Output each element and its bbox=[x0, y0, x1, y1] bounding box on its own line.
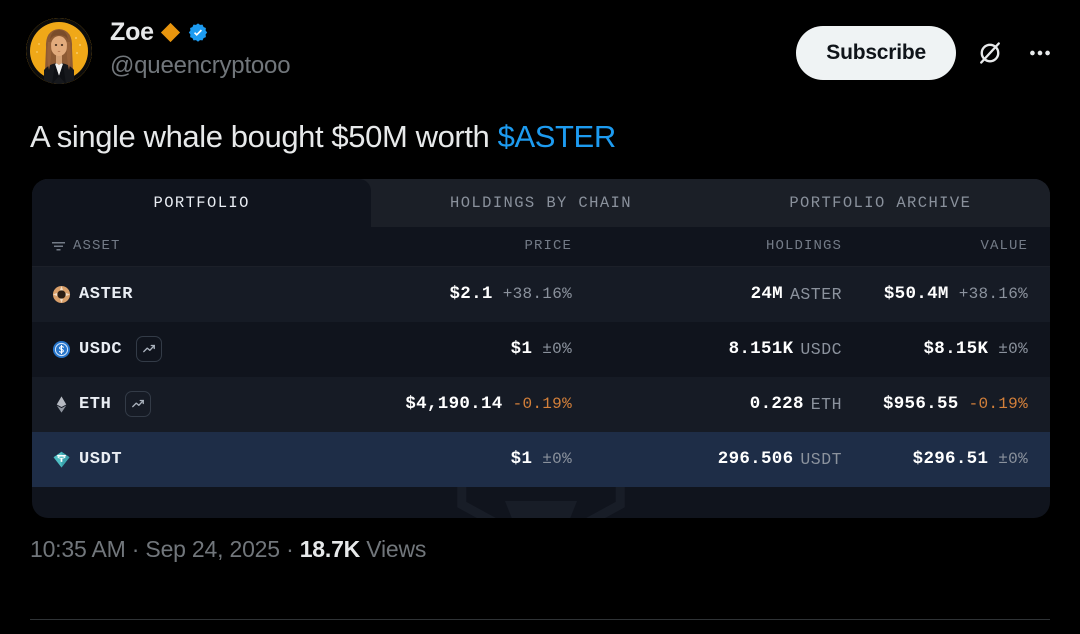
tweet-text: A single whale bought $50M worth $ASTER bbox=[0, 110, 1080, 157]
row-value-delta: ±0% bbox=[998, 450, 1028, 469]
row-holdings-amount: 0.228 bbox=[749, 394, 804, 415]
row-asset-name: ASTER bbox=[79, 284, 134, 304]
row-price-value: $1 bbox=[510, 449, 533, 470]
user-handle: @queencryptooo bbox=[110, 52, 291, 79]
column-header-value[interactable]: VALUE bbox=[842, 238, 1050, 254]
tab-holdings-by-chain[interactable]: HOLDINGS BY CHAIN bbox=[371, 178, 711, 227]
user-identity: Zoe @queencryptooo bbox=[110, 18, 291, 80]
tab-holdings-by-chain-label: HOLDINGS BY CHAIN bbox=[450, 193, 632, 212]
header-actions: Subscribe bbox=[796, 18, 1056, 80]
row-value-delta: ±0% bbox=[998, 340, 1028, 359]
column-header-holdings[interactable]: HOLDINGS bbox=[572, 238, 842, 254]
verified-badge-icon bbox=[187, 22, 209, 44]
column-header-asset-label: ASSET bbox=[73, 238, 121, 255]
row-price-value: $2.1 bbox=[449, 284, 493, 305]
tweet-text-plain: A single whale bought $50M worth bbox=[30, 119, 498, 154]
more-options-icon[interactable] bbox=[1024, 37, 1056, 69]
row-asset-name: USDT bbox=[79, 449, 123, 469]
filter-sort-icon[interactable] bbox=[52, 241, 65, 252]
row-holdings-unit: ASTER bbox=[789, 284, 842, 304]
row-asset-cell: USDT bbox=[32, 450, 322, 469]
table-row[interactable]: ASTER $2.1 +38.16% 24M ASTER $50.4M +38.… bbox=[32, 266, 1050, 322]
trend-up-icon[interactable] bbox=[136, 336, 163, 363]
table-row[interactable]: USDT $1 ±0% 296.506 USDT $296.51 ±0% bbox=[32, 431, 1050, 487]
row-holdings-cell: 24M ASTER bbox=[572, 284, 842, 304]
user-avatar-icon bbox=[26, 18, 92, 84]
views-count: 18.7K bbox=[299, 535, 361, 562]
column-header-value-label: VALUE bbox=[980, 238, 1028, 255]
name-row: Zoe bbox=[110, 20, 290, 45]
tweet-time[interactable]: 10:35 AM bbox=[30, 535, 126, 562]
row-price-cell: $2.1 +38.16% bbox=[322, 284, 572, 304]
row-holdings-amount: 296.506 bbox=[717, 449, 794, 470]
footer-separator-2: · bbox=[279, 535, 300, 562]
row-price-cell: $1 ±0% bbox=[322, 449, 572, 469]
tab-portfolio-label: PORTFOLIO bbox=[153, 193, 250, 212]
row-price-delta: +38.16% bbox=[502, 285, 572, 304]
portfolio-panel: PORTFOLIO HOLDINGS BY CHAIN PORTFOLIO AR… bbox=[32, 178, 1050, 518]
row-holdings-unit: USDT bbox=[800, 449, 842, 469]
row-value-amount: $296.51 bbox=[912, 449, 989, 470]
grok-icon[interactable] bbox=[974, 37, 1006, 69]
row-price-cell: $1 ±0% bbox=[322, 339, 572, 359]
row-price-value: $1 bbox=[510, 339, 533, 360]
avatar[interactable] bbox=[26, 18, 92, 84]
subscribe-button[interactable]: Subscribe bbox=[796, 26, 956, 80]
row-value-cell: $8.15K ±0% bbox=[842, 339, 1050, 359]
row-price-delta: -0.19% bbox=[512, 395, 572, 414]
row-asset-cell: USDC bbox=[32, 336, 322, 363]
row-asset-cell: ETH bbox=[32, 391, 322, 418]
tab-portfolio-archive[interactable]: PORTFOLIO ARCHIVE bbox=[710, 178, 1050, 227]
row-asset-name: USDC bbox=[79, 339, 123, 359]
row-value-amount: $8.15K bbox=[923, 339, 989, 360]
trend-up-icon[interactable] bbox=[125, 391, 152, 418]
tweet-date[interactable]: Sep 24, 2025 bbox=[145, 535, 280, 562]
row-holdings-unit: ETH bbox=[810, 394, 842, 414]
row-price-value: $4,190.14 bbox=[405, 394, 503, 415]
ethereum-token-icon bbox=[52, 395, 71, 414]
row-value-delta: -0.19% bbox=[968, 395, 1028, 414]
row-asset-cell: ASTER bbox=[32, 285, 322, 304]
row-holdings-amount: 24M bbox=[750, 284, 783, 305]
orange-diamond-emoji bbox=[159, 21, 182, 44]
row-price-delta: ±0% bbox=[542, 340, 572, 359]
row-holdings-cell: 296.506 USDT bbox=[572, 449, 842, 469]
row-holdings-unit: USDC bbox=[800, 339, 842, 359]
row-value-amount: $956.55 bbox=[882, 394, 959, 415]
row-value-cell: $296.51 ±0% bbox=[842, 449, 1050, 469]
row-value-amount: $50.4M bbox=[883, 284, 949, 305]
tab-portfolio[interactable]: PORTFOLIO bbox=[32, 178, 372, 227]
row-price-delta: ±0% bbox=[542, 450, 572, 469]
row-holdings-cell: 8.151K USDC bbox=[572, 339, 842, 359]
footer-separator-1: · bbox=[125, 535, 146, 562]
portfolio-panel-wrapper: PORTFOLIO HOLDINGS BY CHAIN PORTFOLIO AR… bbox=[0, 157, 1080, 518]
row-asset-name: ETH bbox=[79, 394, 112, 414]
tab-portfolio-archive-label: PORTFOLIO ARCHIVE bbox=[789, 193, 972, 212]
table-row[interactable]: ETH $4,190.14 -0.19% 0.228 ETH $956.55 -… bbox=[32, 376, 1050, 432]
column-header-price[interactable]: PRICE bbox=[322, 238, 572, 254]
column-header-price-label: PRICE bbox=[524, 238, 572, 255]
cashtag-link[interactable]: $ASTER bbox=[497, 119, 617, 154]
tweet-footer: 10:35 AM · Sep 24, 2025 · 18.7K Views bbox=[0, 518, 1080, 563]
row-value-cell: $50.4M +38.16% bbox=[842, 284, 1050, 304]
usdt-token-icon bbox=[52, 450, 71, 469]
tweet-header: Zoe @queencryptooo Subscribe bbox=[0, 0, 1080, 110]
row-value-cell: $956.55 -0.19% bbox=[842, 394, 1050, 414]
table-column-headers: ASSET PRICE HOLDINGS VALUE bbox=[32, 226, 1050, 267]
views-label: Views bbox=[360, 535, 427, 562]
column-header-holdings-label: HOLDINGS bbox=[765, 238, 842, 255]
row-value-delta: +38.16% bbox=[958, 285, 1028, 304]
usdc-token-icon bbox=[52, 340, 71, 359]
row-price-cell: $4,190.14 -0.19% bbox=[322, 394, 572, 414]
footer-divider bbox=[30, 619, 1050, 620]
row-holdings-cell: 0.228 ETH bbox=[572, 394, 842, 414]
table-row[interactable]: USDC $1 ±0% 8.151K USDC $8.15K ±0% bbox=[32, 321, 1050, 377]
row-holdings-amount: 8.151K bbox=[728, 339, 794, 360]
display-name: Zoe bbox=[110, 18, 154, 46]
panel-tab-bar: PORTFOLIO HOLDINGS BY CHAIN PORTFOLIO AR… bbox=[32, 178, 1050, 227]
aster-token-icon bbox=[52, 285, 71, 304]
column-header-asset[interactable]: ASSET bbox=[32, 238, 322, 254]
